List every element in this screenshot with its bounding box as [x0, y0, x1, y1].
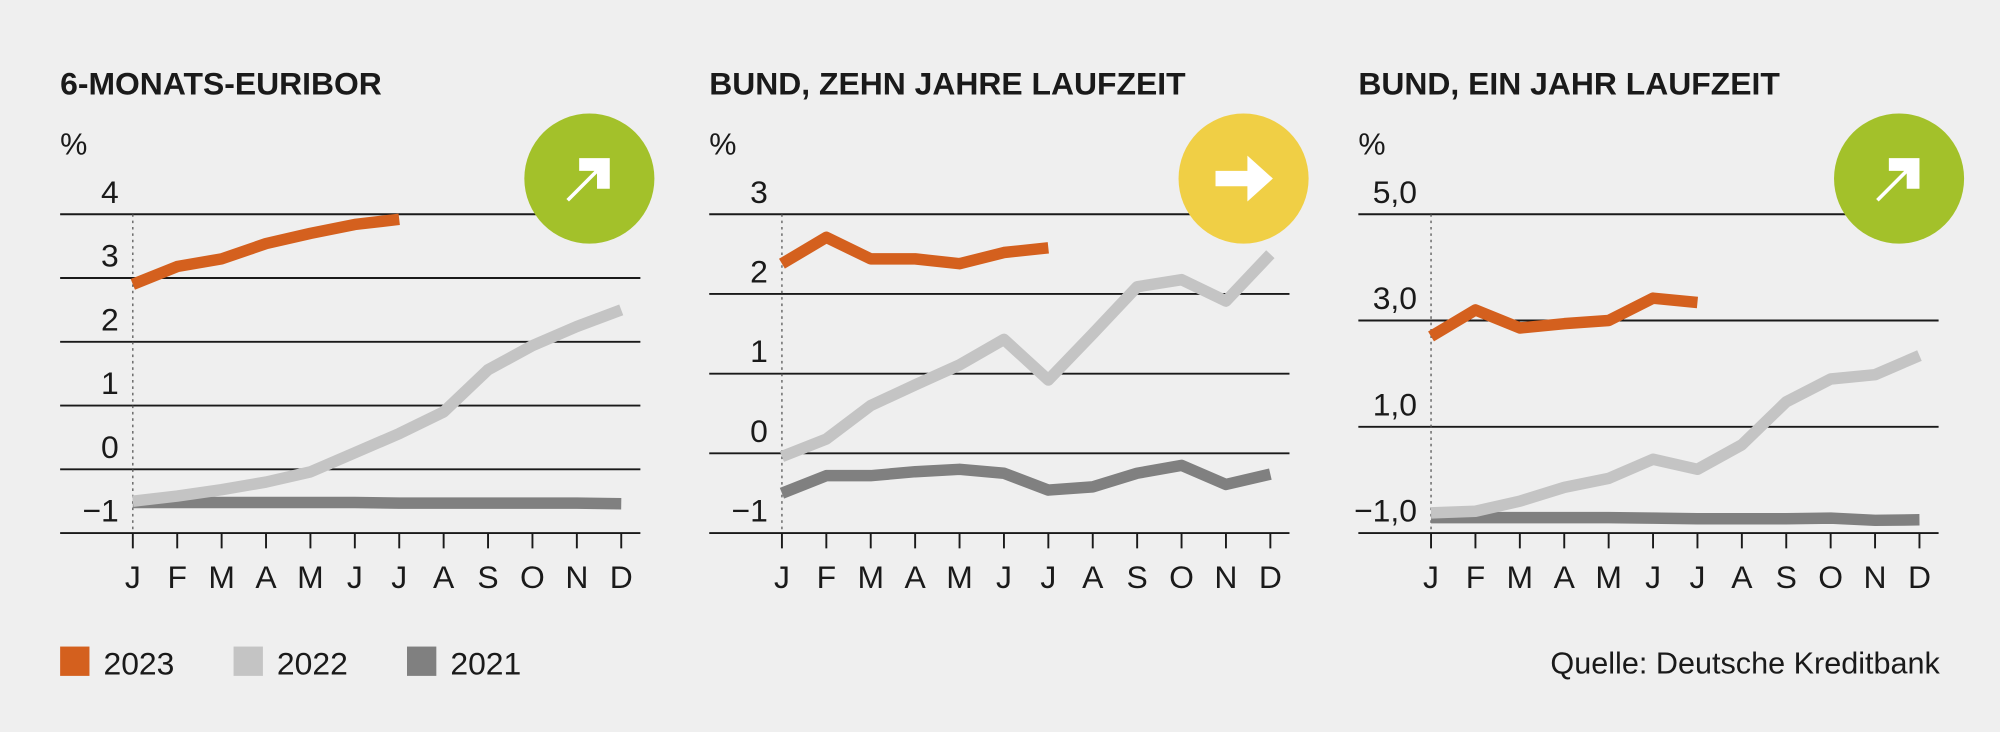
x-tick-label: S	[477, 559, 498, 595]
x-tick-label: M	[1595, 559, 1622, 595]
x-tick-label: J	[1040, 559, 1056, 595]
x-tick-label: D	[610, 559, 633, 595]
x-tick-label: F	[1466, 559, 1485, 595]
y-tick-label: −1,0	[1354, 493, 1417, 529]
source: Quelle: Deutsche Kreditbank	[1550, 646, 1940, 680]
y-tick-label: 3,0	[1373, 280, 1417, 316]
series-line	[778, 231, 1049, 270]
series-line	[1431, 511, 1920, 527]
x-tick-label: M	[297, 559, 324, 595]
y-tick-label: 1	[750, 333, 768, 369]
legend-label: 2023	[103, 646, 174, 682]
trend-icons	[524, 113, 1965, 244]
x-tick-label: M	[857, 559, 884, 595]
legend-swatch	[407, 646, 437, 676]
x-tick-label: O	[1818, 559, 1843, 595]
arrow-up	[1876, 158, 1920, 202]
series-line	[132, 496, 622, 510]
x-tick-label: D	[1908, 559, 1931, 595]
series-line	[1430, 350, 1922, 519]
y-tick-label: 5,0	[1373, 174, 1417, 210]
y-axis-label: %	[60, 127, 87, 161]
y-tick-label: 1,0	[1373, 386, 1417, 422]
y-tick-label: 4	[101, 174, 119, 210]
x-tick-label: A	[905, 559, 927, 595]
x-tick-label: O	[520, 559, 545, 595]
chart-title: BUND, EIN JAHR LAUFZEIT	[1358, 65, 1780, 101]
x-tick-label: J	[1689, 559, 1705, 595]
legend-swatch	[60, 646, 90, 676]
x-tick-label: A	[255, 559, 277, 595]
legend-swatch	[233, 646, 263, 676]
y-tick-label: −1	[732, 493, 768, 529]
y-tick-label: 3	[750, 174, 768, 210]
x-tick-label: A	[433, 559, 455, 595]
y-tick-label: 3	[101, 238, 119, 274]
y-tick-label: 1	[101, 365, 119, 401]
series-line	[779, 250, 1275, 462]
x-tick-label: N	[565, 559, 588, 595]
y-axis-label: %	[709, 127, 736, 161]
x-tick-label: J	[996, 559, 1012, 595]
x-tick-label: N	[1864, 559, 1887, 595]
legend-label: 2022	[277, 646, 348, 682]
legend-label: 2021	[450, 646, 521, 682]
y-tick-label: 2	[101, 301, 119, 337]
series-line	[1428, 292, 1698, 342]
x-tick-label: S	[1127, 559, 1148, 595]
x-tick-label: J	[1645, 559, 1661, 595]
arrow-right	[1215, 155, 1273, 202]
series-line	[132, 304, 624, 507]
y-tick-label: 0	[101, 429, 119, 465]
x-tick-label: A	[1731, 559, 1753, 595]
x-tick-label: M	[208, 559, 235, 595]
x-tick-label: F	[817, 559, 836, 595]
x-tick-label: J	[774, 559, 790, 595]
chart-title: 6-MONATS-EURIBOR	[60, 65, 382, 101]
y-tick-label: 2	[750, 253, 768, 289]
x-tick-label: J	[347, 559, 363, 595]
chart-title: BUND, ZEHN JAHRE LAUFZEIT	[709, 65, 1186, 101]
arrow-up	[566, 158, 610, 202]
x-tick-label: S	[1776, 559, 1797, 595]
y-tick-label: −1	[82, 493, 118, 529]
x-tick-label: J	[391, 559, 407, 595]
series-line	[130, 213, 400, 290]
series-line	[779, 459, 1272, 499]
x-tick-label: F	[167, 559, 186, 595]
x-tick-label: A	[1082, 559, 1104, 595]
x-tick-label: J	[125, 559, 141, 595]
x-tick-label: M	[1507, 559, 1534, 595]
x-tick-label: O	[1169, 559, 1194, 595]
y-tick-label: 0	[750, 413, 768, 449]
x-tick-label: N	[1214, 559, 1237, 595]
x-tick-label: M	[946, 559, 973, 595]
x-tick-label: J	[1423, 559, 1439, 595]
x-tick-label: A	[1554, 559, 1576, 595]
x-tick-label: D	[1259, 559, 1282, 595]
y-axis-label: %	[1358, 127, 1385, 161]
